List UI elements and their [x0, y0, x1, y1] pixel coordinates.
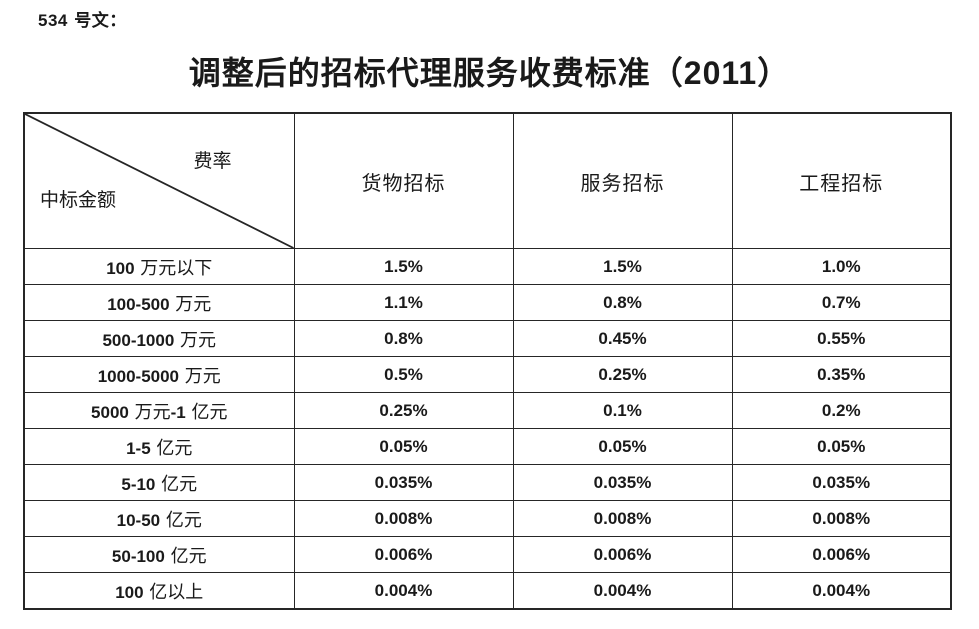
fee-rate-value: 0.035%: [731, 464, 952, 501]
fee-rate-value: 0.035%: [512, 464, 733, 501]
fee-rate-value: 0.55%: [731, 320, 952, 357]
fee-rate-value: 1.1%: [293, 284, 514, 321]
fee-rate-value: 0.1%: [512, 392, 733, 429]
fee-rate-value: 0.25%: [512, 356, 733, 393]
corner-header-cell: 费率 中标金额: [23, 112, 295, 249]
column-header-engineering: 工程招标: [731, 112, 952, 249]
fee-rate-value: 0.008%: [293, 500, 514, 537]
fee-rate-value: 1.5%: [293, 248, 514, 285]
fee-rate-value: 0.25%: [293, 392, 514, 429]
fee-rate-value: 0.004%: [731, 572, 952, 610]
fee-table-body: 100 万元以下 1.5% 1.5% 1.0% 100-500 万元 1.1% 0.8% 0.…: [23, 248, 952, 610]
row-label-amount-tier: 5-10 亿元: [23, 464, 295, 501]
fee-rate-value: 0.006%: [731, 536, 952, 573]
fee-rate-value: 0.7%: [731, 284, 952, 321]
fee-rate-value: 0.45%: [512, 320, 733, 357]
fee-rate-value: 1.5%: [512, 248, 733, 285]
corner-amount-label: 中标金额: [40, 189, 117, 211]
fee-standard-table: 费率 中标金额 货物招标 服务招标 工程招标 100 万元以下 1.5% 1.5% 1…: [23, 112, 952, 610]
doc-number-label: 534 号文：: [38, 11, 127, 31]
fee-rate-value: 0.05%: [512, 428, 733, 465]
fee-rate-value: 0.8%: [512, 284, 733, 321]
row-label-amount-tier: 100 万元以下: [23, 248, 295, 285]
fee-rate-value: 0.2%: [731, 392, 952, 429]
table-row: 1-5 亿元 0.05% 0.05% 0.05%: [23, 428, 952, 465]
table-row: 50-100 亿元 0.006% 0.006% 0.006%: [23, 536, 952, 573]
row-label-amount-tier: 1-5 亿元: [23, 428, 295, 465]
table-row: 5-10 亿元 0.035% 0.035% 0.035%: [23, 464, 952, 501]
table-row: 100 万元以下 1.5% 1.5% 1.0%: [23, 248, 952, 285]
fee-rate-value: 0.006%: [512, 536, 733, 573]
fee-rate-value: 0.008%: [512, 500, 733, 537]
table-row: 100 亿以上 0.004% 0.004% 0.004%: [23, 572, 952, 610]
fee-rate-value: 0.006%: [293, 536, 514, 573]
page-title: 调整后的招标代理服务收费标准（2011）: [188, 54, 791, 92]
row-label-amount-tier: 100 亿以上: [23, 572, 295, 610]
fee-rate-value: 0.004%: [512, 572, 733, 610]
fee-rate-value: 0.05%: [731, 428, 952, 465]
corner-rate-label: 费率: [193, 150, 232, 172]
fee-rate-value: 0.35%: [731, 356, 952, 393]
row-label-amount-tier: 5000 万元-1 亿元: [23, 392, 295, 429]
column-header-services: 服务招标: [512, 112, 733, 249]
table-row: 5000 万元-1 亿元 0.25% 0.1% 0.2%: [23, 392, 952, 429]
table-row: 100-500 万元 1.1% 0.8% 0.7%: [23, 284, 952, 321]
fee-rate-value: 0.5%: [293, 356, 514, 393]
column-header-goods: 货物招标: [293, 112, 514, 249]
fee-rate-value: 0.035%: [293, 464, 514, 501]
fee-rate-value: 1.0%: [731, 248, 952, 285]
diagonal-divider-line: [25, 114, 293, 248]
row-label-amount-tier: 100-500 万元: [23, 284, 295, 321]
row-label-amount-tier: 50-100 亿元: [23, 536, 295, 573]
row-label-amount-tier: 1000-5000 万元: [23, 356, 295, 393]
header-row: 费率 中标金额 货物招标 服务招标 工程招标: [23, 112, 952, 249]
fee-rate-value: 0.004%: [293, 572, 514, 610]
row-label-amount-tier: 10-50 亿元: [23, 500, 295, 537]
fee-rate-value: 0.008%: [731, 500, 952, 537]
table-row: 500-1000 万元 0.8% 0.45% 0.55%: [23, 320, 952, 357]
table-row: 10-50 亿元 0.008% 0.008% 0.008%: [23, 500, 952, 537]
fee-rate-value: 0.05%: [293, 428, 514, 465]
row-label-amount-tier: 500-1000 万元: [23, 320, 295, 357]
table-row: 1000-5000 万元 0.5% 0.25% 0.35%: [23, 356, 952, 393]
fee-rate-value: 0.8%: [293, 320, 514, 357]
